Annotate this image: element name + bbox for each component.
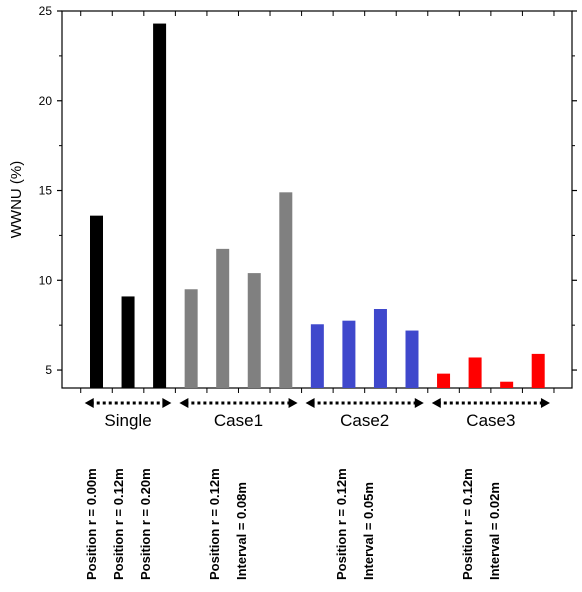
bar — [184, 289, 198, 388]
group-note: Position r = 0.12m — [460, 468, 475, 580]
bar — [121, 296, 135, 388]
group-bracket-arrow-right — [288, 398, 298, 408]
group-label: Case2 — [340, 411, 389, 430]
bar — [531, 353, 545, 388]
y-tick-label: 15 — [39, 184, 53, 198]
bar — [437, 373, 451, 388]
y-axis-label: WWNU (%) — [8, 161, 25, 238]
bar — [153, 23, 167, 389]
bar — [310, 324, 324, 388]
group-label: Single — [104, 411, 151, 430]
group-bracket-arrow-right — [162, 398, 172, 408]
y-tick-label: 20 — [39, 94, 53, 108]
group-label: Case3 — [466, 411, 515, 430]
bar — [342, 320, 356, 388]
bar — [90, 215, 103, 388]
group-note: Position r = 0.12m — [207, 468, 222, 580]
bar — [279, 192, 293, 388]
group-notes: Position r = 0.00m Position r = 0.12m Posi… — [84, 468, 502, 580]
y-tick-label: 25 — [39, 4, 53, 18]
group-note: Interval = 0.05m — [361, 482, 376, 580]
group-bracket-arrow-left — [305, 398, 315, 408]
group-bracket-arrow-left — [84, 398, 94, 408]
group-labels: Single Case1 Case2 Case3 — [84, 398, 550, 430]
bar — [500, 381, 514, 388]
bars — [90, 23, 545, 389]
group-bracket-arrow-right — [540, 398, 550, 408]
y-tick-label: 10 — [39, 273, 53, 287]
bar — [373, 309, 387, 388]
bar — [216, 248, 230, 388]
group-note: Interval = 0.02m — [487, 482, 502, 580]
group-bracket-arrow-left — [179, 398, 189, 408]
group-bracket-arrow-right — [414, 398, 424, 408]
group-note: Interval = 0.08m — [234, 482, 249, 580]
bar — [247, 273, 261, 388]
bar — [468, 357, 482, 388]
group-bracket-arrow-left — [431, 398, 441, 408]
group-note: Position r = 0.12m — [334, 468, 349, 580]
y-tick-label: 5 — [45, 363, 52, 377]
bar — [405, 330, 419, 388]
group-label: Case1 — [214, 411, 263, 430]
group-note: Position r = 0.12m — [111, 468, 126, 580]
group-note: Position r = 0.00m — [84, 468, 99, 580]
group-note: Position r = 0.20m — [138, 468, 153, 580]
